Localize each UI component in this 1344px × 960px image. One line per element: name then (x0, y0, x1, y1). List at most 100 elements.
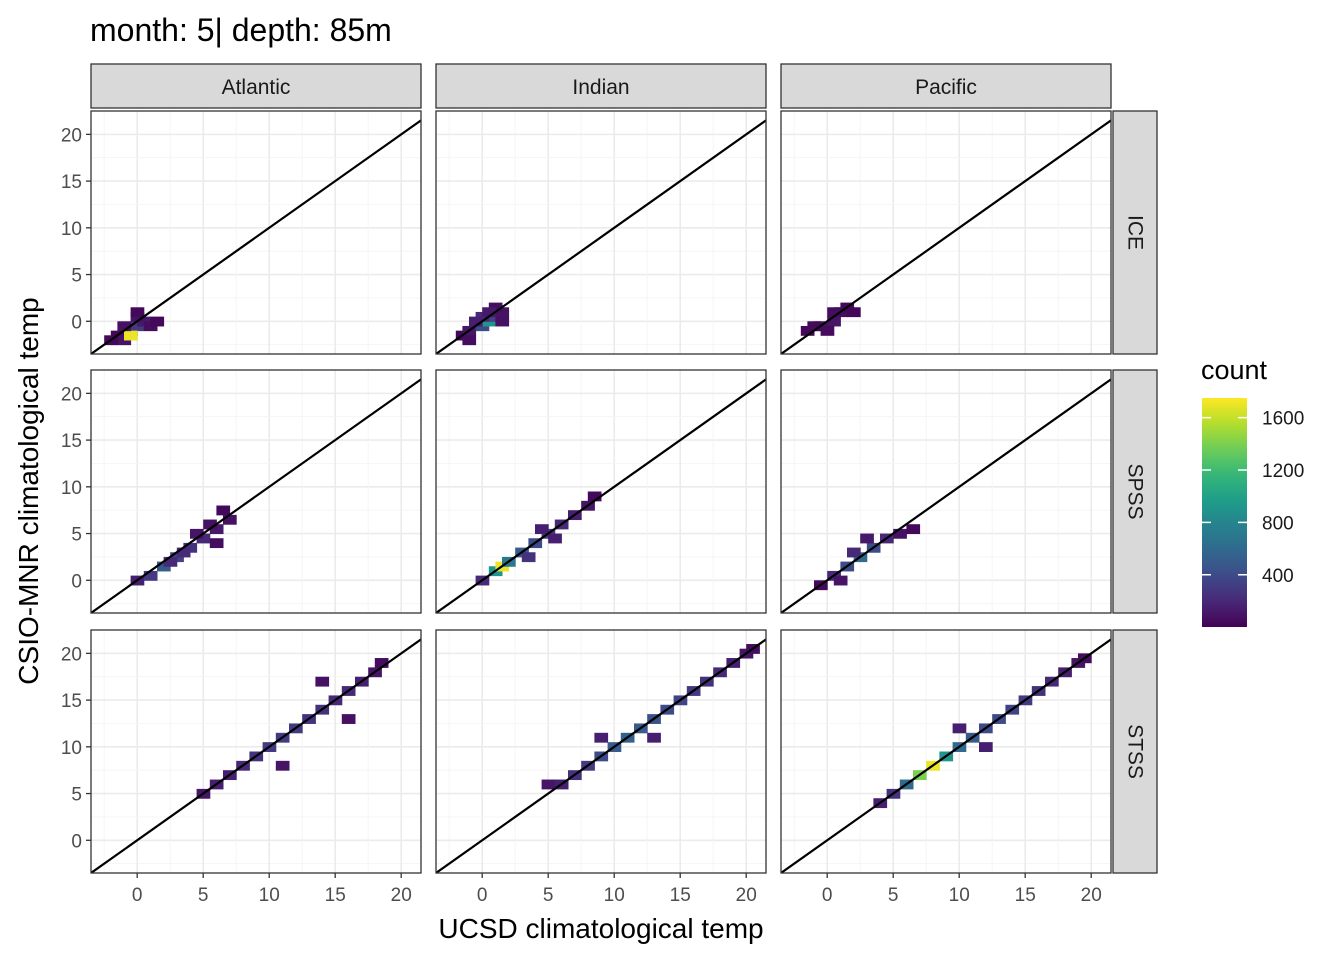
heatmap-bin (462, 335, 477, 346)
heatmap-bin (176, 547, 191, 558)
x-axis-title: UCSD climatological temp (438, 913, 763, 944)
grid-lines (91, 111, 421, 354)
heatmap-bin (190, 528, 204, 539)
strip-ice: ICE (1112, 110, 1158, 355)
heatmap-bin (203, 519, 217, 530)
legend-tick-label: 1600 (1262, 409, 1304, 430)
panel-border (435, 629, 767, 874)
x-tick-label: 5 (888, 885, 899, 906)
grid-lines (781, 111, 1111, 354)
heatmap-bin (521, 552, 536, 563)
heatmap-bin (594, 732, 609, 743)
strip-label: STSS (1124, 724, 1147, 779)
strip-spss: SPSS (1112, 369, 1158, 614)
identity-line (781, 378, 1111, 613)
panel-border (435, 369, 767, 614)
heatmap-bin (979, 742, 993, 752)
y-tick-label: 20 (61, 384, 82, 405)
y-tick-label: 0 (71, 312, 82, 333)
heatmap-bin (469, 316, 483, 327)
y-tick-label: 5 (71, 525, 82, 546)
panel-indian-spss (435, 369, 767, 614)
identity-line (91, 378, 421, 613)
y-tick-label: 10 (61, 219, 82, 240)
heatmap-bin (820, 325, 835, 336)
heatmap-bin (827, 316, 841, 327)
grid-lines (436, 370, 766, 613)
panel-border (780, 629, 1112, 874)
panel-pacific-ice (780, 110, 1112, 355)
panel-border (90, 110, 422, 355)
panel-indian-ice (435, 110, 767, 355)
heatmap-bin (216, 505, 231, 516)
strip-label: Indian (572, 76, 629, 99)
strip-indian: Indian (435, 63, 767, 109)
grid-lines (91, 630, 421, 873)
strip-stss: STSS (1112, 629, 1158, 874)
x-tick-label: 0 (477, 885, 488, 906)
panel-atlantic-stss: 0 5 10 15 20 0 5 10 15 20 (61, 629, 422, 906)
heatmap-bin (952, 723, 967, 734)
heatmap-bin (906, 524, 921, 535)
panel-border (90, 369, 422, 614)
chart-title: month: 5| depth: 85m (90, 12, 392, 48)
legend-tick-label: 1200 (1262, 461, 1304, 482)
y-tick-label: 5 (71, 266, 82, 287)
strip-label: Pacific (915, 76, 977, 99)
grid-lines (436, 111, 766, 354)
strip-label: SPSS (1124, 463, 1147, 519)
y-tick-label: 15 (61, 431, 82, 452)
strip-label: ICE (1124, 215, 1147, 250)
x-tick-label: 10 (949, 885, 970, 906)
y-tick-label: 5 (71, 785, 82, 806)
heatmap-bin (860, 533, 874, 544)
heatmap-bin (117, 321, 132, 332)
heatmap-bin (275, 760, 290, 771)
x-tick-label: 20 (1081, 885, 1102, 906)
panel-atlantic-ice: 0 5 10 15 20 (61, 110, 422, 355)
grid-lines (781, 630, 1111, 873)
identity-line (91, 638, 421, 873)
grid-lines (781, 370, 1111, 613)
strip-pacific: Pacific (780, 63, 1112, 109)
heatmap-bin (541, 779, 556, 790)
identity-line (436, 119, 766, 354)
heatmap-bin (341, 714, 356, 724)
identity-line (91, 119, 421, 354)
x-tick-label: 10 (604, 885, 625, 906)
panel-grid: Atlantic Indian Pacific ICE SPSS STSS 0 5 10 15 20… (61, 63, 1158, 906)
strip-label: Atlantic (222, 76, 291, 99)
identity-line (436, 638, 766, 873)
x-tick-label: 15 (1015, 885, 1036, 906)
y-tick-label: 15 (61, 691, 82, 712)
identity-line (781, 638, 1111, 873)
heatmap-bin (482, 307, 496, 318)
panel-border (780, 110, 1112, 355)
x-tick-label: 15 (670, 885, 691, 906)
heatmap-bin (150, 316, 165, 327)
panel-indian-stss: 0 5 10 15 20 (435, 629, 767, 906)
heatmap-bin (847, 547, 861, 558)
identity-line (781, 119, 1111, 354)
heatmap-bin (124, 330, 138, 341)
panel-border (90, 629, 422, 874)
grid-lines (91, 370, 421, 613)
x-tick-label: 5 (198, 885, 209, 906)
heatmap-bin (163, 556, 178, 567)
y-tick-label: 0 (71, 571, 82, 592)
panel-atlantic-spss: 0 5 10 15 20 (61, 369, 422, 614)
heatmap-bin (807, 321, 822, 332)
heatmap-bin (374, 658, 389, 668)
x-tick-label: 0 (132, 885, 143, 906)
y-tick-label: 10 (61, 478, 82, 499)
y-tick-label: 0 (71, 831, 82, 852)
heatmap-bin (130, 307, 145, 318)
panel-border (780, 369, 1112, 614)
identity-line (436, 378, 766, 613)
heatmap-bin (223, 514, 237, 525)
heatmap-bin (827, 307, 841, 318)
grid-lines (436, 630, 766, 873)
y-tick-label: 10 (61, 738, 82, 759)
heatmap-bin (893, 528, 907, 539)
